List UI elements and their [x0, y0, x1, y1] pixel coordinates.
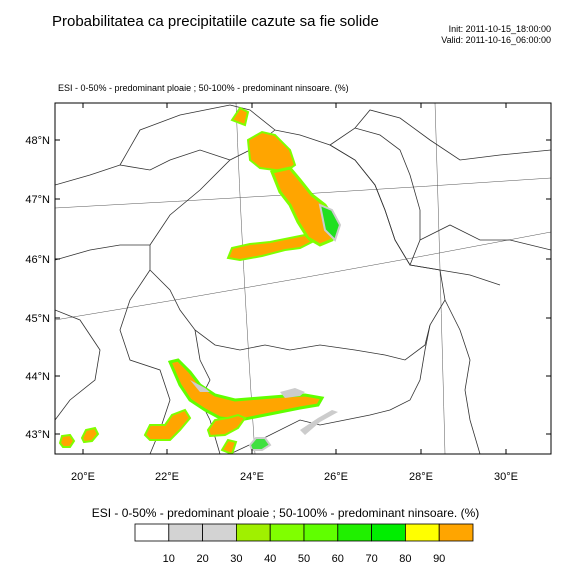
- legend-tick-label: 20: [196, 553, 209, 565]
- bulgaria-border: [194, 324, 431, 454]
- legend-swatch: [404, 523, 440, 542]
- legend-boxes: [134, 523, 474, 542]
- axis-ticks: [55, 103, 551, 454]
- lat-label: 48°N: [25, 135, 50, 147]
- field-grey-streak: [300, 410, 338, 435]
- field-far-west-1: [58, 433, 76, 448]
- map-subtitle: ESI - 0-50% - predominant ploaie ; 50-10…: [58, 83, 349, 93]
- field-green-blob: [248, 437, 272, 451]
- legend-tick-label: 40: [264, 553, 277, 565]
- legend-tick-label: 10: [162, 553, 175, 565]
- field-carpathians-north: [246, 130, 297, 174]
- legend-swatch: [371, 523, 406, 542]
- timestamp-block: Init: 2011-10-15_18:00:00 Valid: 2011-10…: [441, 24, 551, 46]
- field-sw-1: [143, 408, 192, 441]
- black-sea-coast: [444, 299, 481, 454]
- moldova-border: [329, 127, 421, 266]
- legend-tick-label: 70: [365, 553, 378, 565]
- lon-label: 24°E: [240, 471, 264, 483]
- legend-swatch: [236, 523, 271, 542]
- legend-swatch: [168, 523, 203, 542]
- legend-tick-label: 30: [230, 553, 243, 565]
- legend-swatch: [269, 523, 305, 542]
- legend-swatch: [337, 523, 373, 542]
- graticule-lat-45: [55, 231, 551, 321]
- lon-label: 26°E: [324, 471, 348, 483]
- lat-label: 43°N: [25, 429, 50, 441]
- color-legend: [134, 523, 474, 542]
- field-balkan-grey-east: [280, 388, 305, 398]
- field-sw-3: [220, 438, 238, 454]
- field-balkan-grey: [190, 380, 210, 392]
- chart-title: Probabilitatea ca precipitatiile cazute …: [52, 13, 379, 30]
- legend-swatch: [134, 523, 170, 542]
- lon-label: 30°E: [494, 471, 518, 483]
- bosnia-border: [55, 309, 101, 421]
- legend-tick-label: 90: [433, 553, 446, 565]
- lat-label: 44°N: [25, 371, 50, 383]
- field-far-west-2: [80, 426, 100, 444]
- init-time: Init: 2011-10-15_18:00:00: [448, 24, 551, 34]
- field-balkan-main: [167, 358, 325, 422]
- valid-time: Valid: 2011-10-16_06:00:00: [441, 35, 551, 45]
- field-eastern-green: [318, 203, 342, 242]
- legend-tick-label: 80: [399, 553, 412, 565]
- lon-labels: 20°E 22°E 24°E 26°E 28°E 30°E: [71, 471, 518, 483]
- lon-label: 28°E: [409, 471, 433, 483]
- legend-tick-label: 50: [297, 553, 311, 565]
- field-bukovina: [230, 106, 250, 127]
- field-eastern-carpathians: [269, 166, 337, 247]
- lon-label: 22°E: [155, 471, 179, 483]
- map-content: [55, 103, 551, 454]
- danube-delta: [409, 264, 501, 286]
- map-frame: [54, 102, 552, 455]
- lat-label: 47°N: [25, 194, 50, 206]
- graticule-lon-28: [434, 103, 446, 454]
- hungary-border: [55, 104, 231, 186]
- lon-label: 20°E: [71, 471, 95, 483]
- field-southern-bend: [226, 233, 314, 262]
- legend-swatch: [303, 523, 339, 542]
- precip-fields: [58, 106, 342, 454]
- legend-swatch: [438, 523, 474, 542]
- lat-labels: 48°N 47°N 46°N 45°N 44°N 43°N: [25, 135, 50, 441]
- field-sw-2: [206, 413, 247, 438]
- legend-tick-label: 60: [331, 553, 344, 565]
- lat-label: 46°N: [25, 254, 50, 266]
- serbia-border: [55, 244, 171, 454]
- legend-swatch: [202, 523, 237, 542]
- legend-title: ESI - 0-50% - predominant ploaie ; 50-10…: [91, 506, 480, 520]
- ukraine-border: [229, 104, 551, 251]
- lat-label: 45°N: [25, 313, 50, 325]
